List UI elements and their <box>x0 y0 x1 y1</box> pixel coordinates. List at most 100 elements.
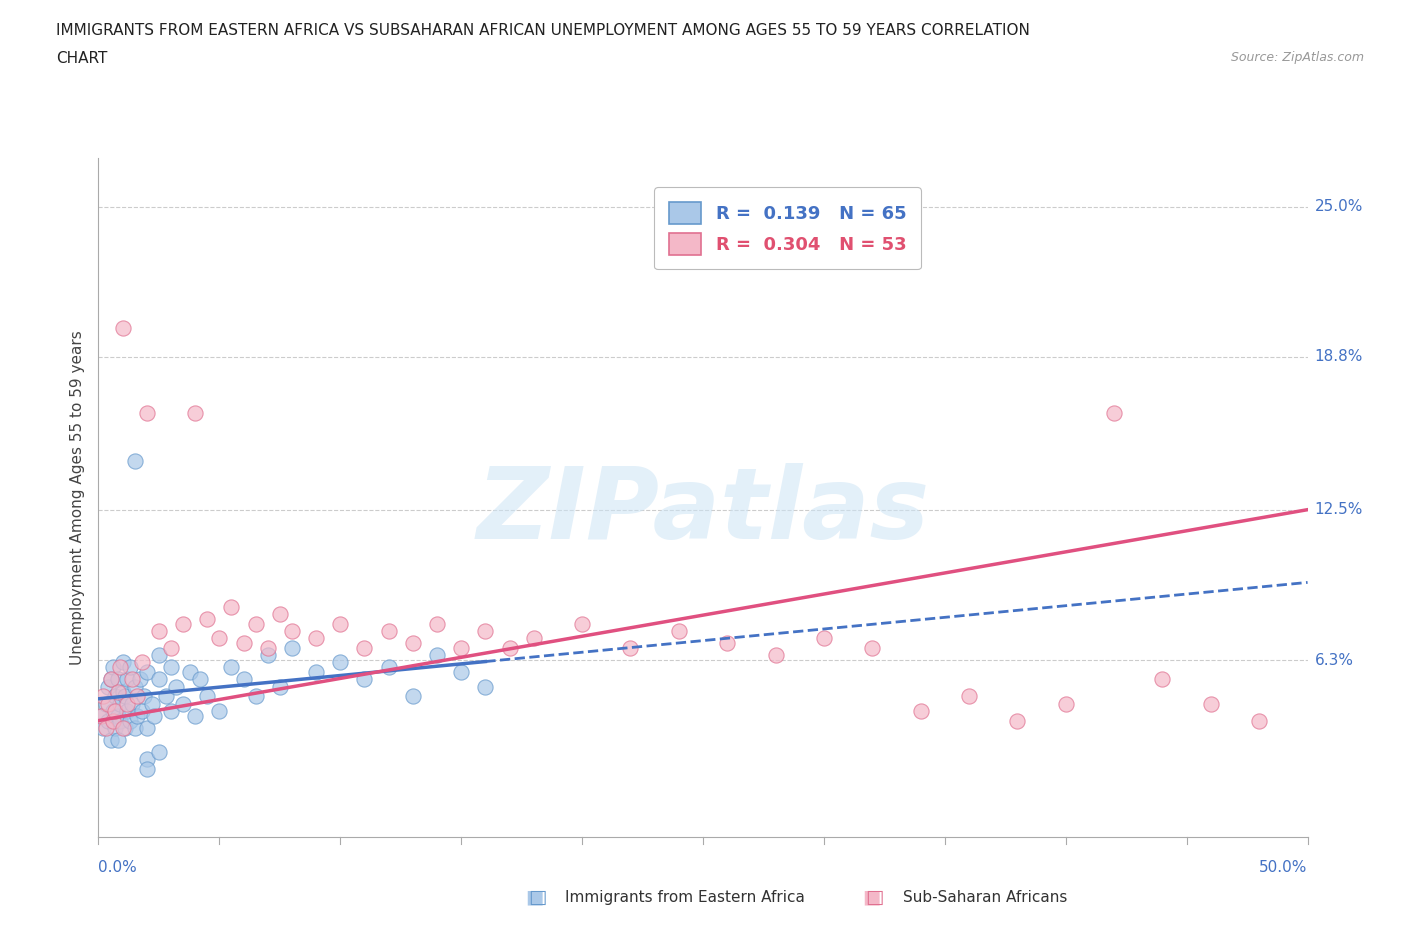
Point <box>148 672 170 687</box>
Point <box>107 684 129 699</box>
Point <box>498 641 520 656</box>
Point <box>195 611 218 626</box>
Point <box>128 672 150 687</box>
Point <box>108 713 131 728</box>
Point <box>97 697 120 711</box>
Point <box>188 672 211 687</box>
Point <box>97 713 120 728</box>
Point <box>716 635 738 650</box>
Point <box>221 660 243 675</box>
Point <box>523 631 546 645</box>
Point <box>305 631 328 645</box>
Point <box>860 641 883 656</box>
Text: ■: ■ <box>862 888 882 907</box>
Text: ■: ■ <box>524 888 544 907</box>
Point <box>957 689 980 704</box>
Text: 6.3%: 6.3% <box>1315 653 1354 668</box>
Point <box>256 647 278 662</box>
Point <box>111 655 134 670</box>
Point <box>281 641 304 656</box>
Point <box>90 709 112 724</box>
Point <box>107 733 129 748</box>
Point <box>1249 713 1271 728</box>
Y-axis label: Unemployment Among Ages 55 to 59 years: Unemployment Among Ages 55 to 59 years <box>69 330 84 665</box>
Point <box>179 665 201 680</box>
Text: □: □ <box>865 888 884 907</box>
Text: ZIPatlas: ZIPatlas <box>477 462 929 560</box>
Point <box>94 697 117 711</box>
Point <box>101 703 124 718</box>
Point <box>94 721 117 736</box>
Point <box>111 684 134 699</box>
Point <box>208 703 231 718</box>
Point <box>121 672 143 687</box>
Point <box>135 405 157 420</box>
Point <box>97 679 120 694</box>
Point <box>148 647 170 662</box>
Point <box>619 641 641 656</box>
Text: 50.0%: 50.0% <box>1260 860 1308 875</box>
Point <box>172 617 194 631</box>
Point <box>377 660 399 675</box>
Point <box>195 689 218 704</box>
Legend: R =  0.139   N = 65, R =  0.304   N = 53: R = 0.139 N = 65, R = 0.304 N = 53 <box>654 188 921 270</box>
Point <box>426 647 449 662</box>
Point <box>121 697 143 711</box>
Text: Sub-Saharan Africans: Sub-Saharan Africans <box>903 890 1067 905</box>
Point <box>165 679 187 694</box>
Point <box>329 655 352 670</box>
Point <box>134 689 156 704</box>
Point <box>305 665 328 680</box>
Point <box>184 405 207 420</box>
Point <box>1152 672 1174 687</box>
Point <box>474 623 496 638</box>
Point <box>377 623 399 638</box>
Point <box>269 679 291 694</box>
Point <box>100 672 122 687</box>
Point <box>117 697 139 711</box>
Text: 12.5%: 12.5% <box>1315 502 1362 517</box>
Point <box>353 641 375 656</box>
Point <box>101 660 124 675</box>
Point <box>281 623 304 638</box>
Point <box>104 703 127 718</box>
Point <box>107 709 129 724</box>
Point <box>1054 697 1077 711</box>
Point <box>114 689 136 704</box>
Point <box>111 721 134 736</box>
Point <box>329 617 352 631</box>
Point <box>135 752 157 767</box>
Point <box>208 631 231 645</box>
Point <box>269 606 291 621</box>
Point <box>117 703 139 718</box>
Point <box>101 713 124 728</box>
Point <box>100 733 122 748</box>
Point <box>111 320 134 336</box>
Text: Immigrants from Eastern Africa: Immigrants from Eastern Africa <box>565 890 806 905</box>
Point <box>221 599 243 614</box>
Point <box>100 672 122 687</box>
Point <box>131 703 153 718</box>
Point <box>910 703 932 718</box>
Point <box>1102 405 1125 420</box>
Text: 25.0%: 25.0% <box>1315 199 1362 214</box>
Text: 18.8%: 18.8% <box>1315 350 1362 365</box>
Text: CHART: CHART <box>56 51 108 66</box>
Point <box>124 679 146 694</box>
Point <box>90 709 112 724</box>
Point <box>114 721 136 736</box>
Point <box>124 721 146 736</box>
Point <box>232 672 254 687</box>
Point <box>402 689 425 704</box>
Point <box>450 665 472 680</box>
Point <box>148 623 170 638</box>
Point <box>127 689 149 704</box>
Point <box>184 709 207 724</box>
Point <box>104 721 127 736</box>
Point <box>1007 713 1029 728</box>
Point <box>160 641 183 656</box>
Point <box>245 617 267 631</box>
Point <box>245 689 267 704</box>
Point <box>450 641 472 656</box>
Point <box>108 660 131 675</box>
